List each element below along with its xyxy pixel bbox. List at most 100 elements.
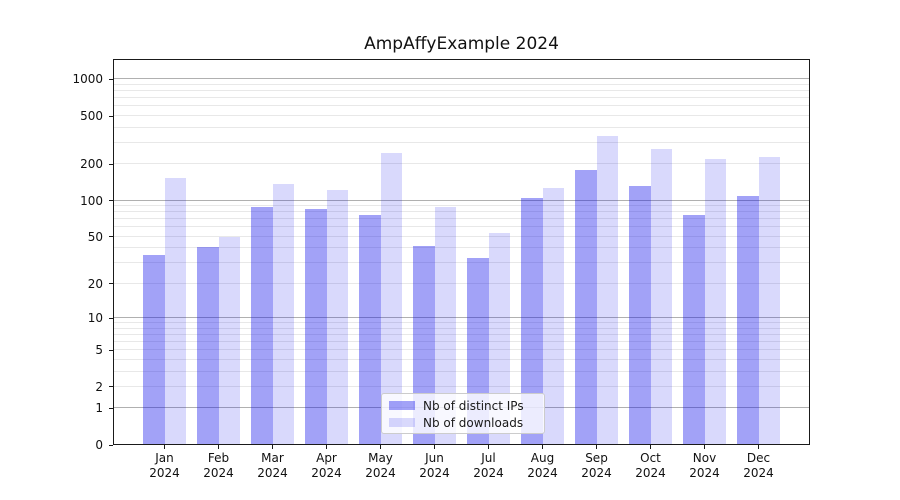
gridline-minor-6 <box>113 341 810 343</box>
bar-nb-of-distinct-ips-nov <box>683 215 705 445</box>
x-tick-mark-jan <box>164 445 165 449</box>
y-tick-mark-5 <box>109 349 113 351</box>
bar-nb-of-downloads-aug <box>542 187 564 445</box>
gridline-minor-5 <box>113 349 810 351</box>
gridline-minor-3 <box>113 370 810 372</box>
x-tick-label-mar: Mar 2024 <box>243 451 303 481</box>
x-tick-label-jul: Jul 2024 <box>459 451 519 481</box>
y-tick-label-1: 1 <box>95 401 103 416</box>
x-tick-mark-jul <box>488 445 489 449</box>
y-tick-label-50: 50 <box>87 229 103 244</box>
x-tick-year-sep: 2024 <box>581 466 612 480</box>
gridline-minor-2 <box>113 385 810 387</box>
legend-swatch-nb-of-distinct-ips <box>389 401 415 410</box>
x-tick-mark-may <box>380 445 381 449</box>
bar-nb-of-distinct-ips-apr <box>305 208 327 445</box>
x-tick-month-apr: Apr <box>316 451 337 465</box>
x-tick-year-may: 2024 <box>365 466 396 480</box>
plot-area: Nb of distinct IPs Nb of downloads <box>113 59 810 445</box>
x-tick-month-sep: Sep <box>585 451 608 465</box>
x-tick-mark-oct <box>650 445 651 449</box>
x-tick-year-feb: 2024 <box>203 466 234 480</box>
gridline-minor-70 <box>113 218 810 220</box>
legend: Nb of distinct IPs Nb of downloads <box>381 393 545 434</box>
gridline-minor-200 <box>113 163 810 165</box>
y-tick-mark-10 <box>109 317 113 319</box>
gridline-minor-60 <box>113 226 810 228</box>
y-tick-mark-200 <box>109 163 113 165</box>
legend-label-nb-of-distinct-ips: Nb of distinct IPs <box>423 398 524 413</box>
bar-nb-of-downloads-jun <box>434 207 456 445</box>
x-tick-month-jan: Jan <box>155 451 174 465</box>
x-tick-mark-apr <box>326 445 327 449</box>
y-tick-label-0: 0 <box>95 438 103 452</box>
x-tick-label-aug: Aug 2024 <box>513 451 573 481</box>
bar-nb-of-downloads-mar <box>272 184 294 445</box>
gridline-major-10 <box>113 317 810 319</box>
bar-nb-of-downloads-jul <box>488 232 510 445</box>
x-tick-year-dec: 2024 <box>743 466 774 480</box>
x-tick-year-aug: 2024 <box>527 466 558 480</box>
bar-nb-of-distinct-ips-may <box>359 215 381 445</box>
x-tick-mark-sep <box>596 445 597 449</box>
y-tick-label-100: 100 <box>80 193 103 208</box>
y-tick-label-10: 10 <box>87 311 103 326</box>
bar-nb-of-distinct-ips-feb <box>197 247 219 445</box>
x-tick-month-jul: Jul <box>481 451 496 465</box>
y-tick-mark-1 <box>109 407 113 409</box>
y-tick-mark-50 <box>109 236 113 238</box>
y-tick-label-5: 5 <box>95 343 103 358</box>
bar-nb-of-downloads-sep <box>596 136 618 445</box>
x-tick-mark-mar <box>272 445 273 449</box>
y-tick-label-500: 500 <box>80 109 103 123</box>
bar-nb-of-distinct-ips-jan <box>143 255 165 445</box>
y-tick-label-20: 20 <box>87 276 103 291</box>
gridline-minor-900 <box>113 83 810 85</box>
x-tick-mark-nov <box>704 445 705 449</box>
x-tick-year-oct: 2024 <box>635 466 666 480</box>
bar-nb-of-downloads-nov <box>704 158 726 445</box>
x-tick-label-sep: Sep 2024 <box>567 451 627 481</box>
gridline-minor-500 <box>113 115 810 117</box>
y-tick-label-200: 200 <box>80 157 103 172</box>
x-tick-label-apr: Apr 2024 <box>297 451 357 481</box>
x-tick-month-oct: Oct <box>640 451 661 465</box>
gridline-minor-800 <box>113 90 810 92</box>
bar-nb-of-downloads-jan <box>164 177 186 445</box>
legend-item-nb-of-downloads: Nb of downloads <box>389 414 544 431</box>
x-axis-spine <box>113 444 810 445</box>
gridline-minor-400 <box>113 126 810 128</box>
bar-nb-of-distinct-ips-mar <box>251 206 273 445</box>
x-tick-label-nov: Nov 2024 <box>675 451 735 481</box>
x-tick-year-jan: 2024 <box>149 466 180 480</box>
y-axis-spine <box>113 59 114 445</box>
bar-nb-of-distinct-ips-dec <box>737 196 759 445</box>
gridline-minor-700 <box>113 97 810 99</box>
y-tick-label-1000: 1000 <box>72 72 103 87</box>
x-tick-label-jan: Jan 2024 <box>135 451 195 481</box>
x-tick-year-nov: 2024 <box>689 466 720 480</box>
bar-nb-of-downloads-apr <box>326 189 348 445</box>
x-tick-month-mar: Mar <box>261 451 284 465</box>
y-tick-mark-2 <box>109 386 113 388</box>
x-tick-year-jul: 2024 <box>473 466 504 480</box>
x-tick-label-jun: Jun 2024 <box>405 451 465 481</box>
gridline-major-1000 <box>113 78 810 80</box>
x-tick-month-may: May <box>368 451 393 465</box>
y-tick-mark-100 <box>109 200 113 202</box>
right-spine <box>809 59 810 445</box>
x-tick-month-feb: Feb <box>207 451 230 465</box>
gridline-minor-80 <box>113 211 810 213</box>
x-tick-mark-feb <box>218 445 219 449</box>
gridline-minor-600 <box>113 105 810 107</box>
x-tick-mark-dec <box>758 445 759 449</box>
legend-label-nb-of-downloads: Nb of downloads <box>423 415 524 430</box>
gridline-minor-300 <box>113 141 810 143</box>
gridline-minor-30 <box>113 262 810 264</box>
x-tick-month-dec: Dec <box>746 451 771 465</box>
gridline-minor-7 <box>113 333 810 335</box>
gridline-major-100 <box>113 199 810 201</box>
x-tick-year-jun: 2024 <box>419 466 450 480</box>
bar-nb-of-downloads-may <box>380 153 402 445</box>
